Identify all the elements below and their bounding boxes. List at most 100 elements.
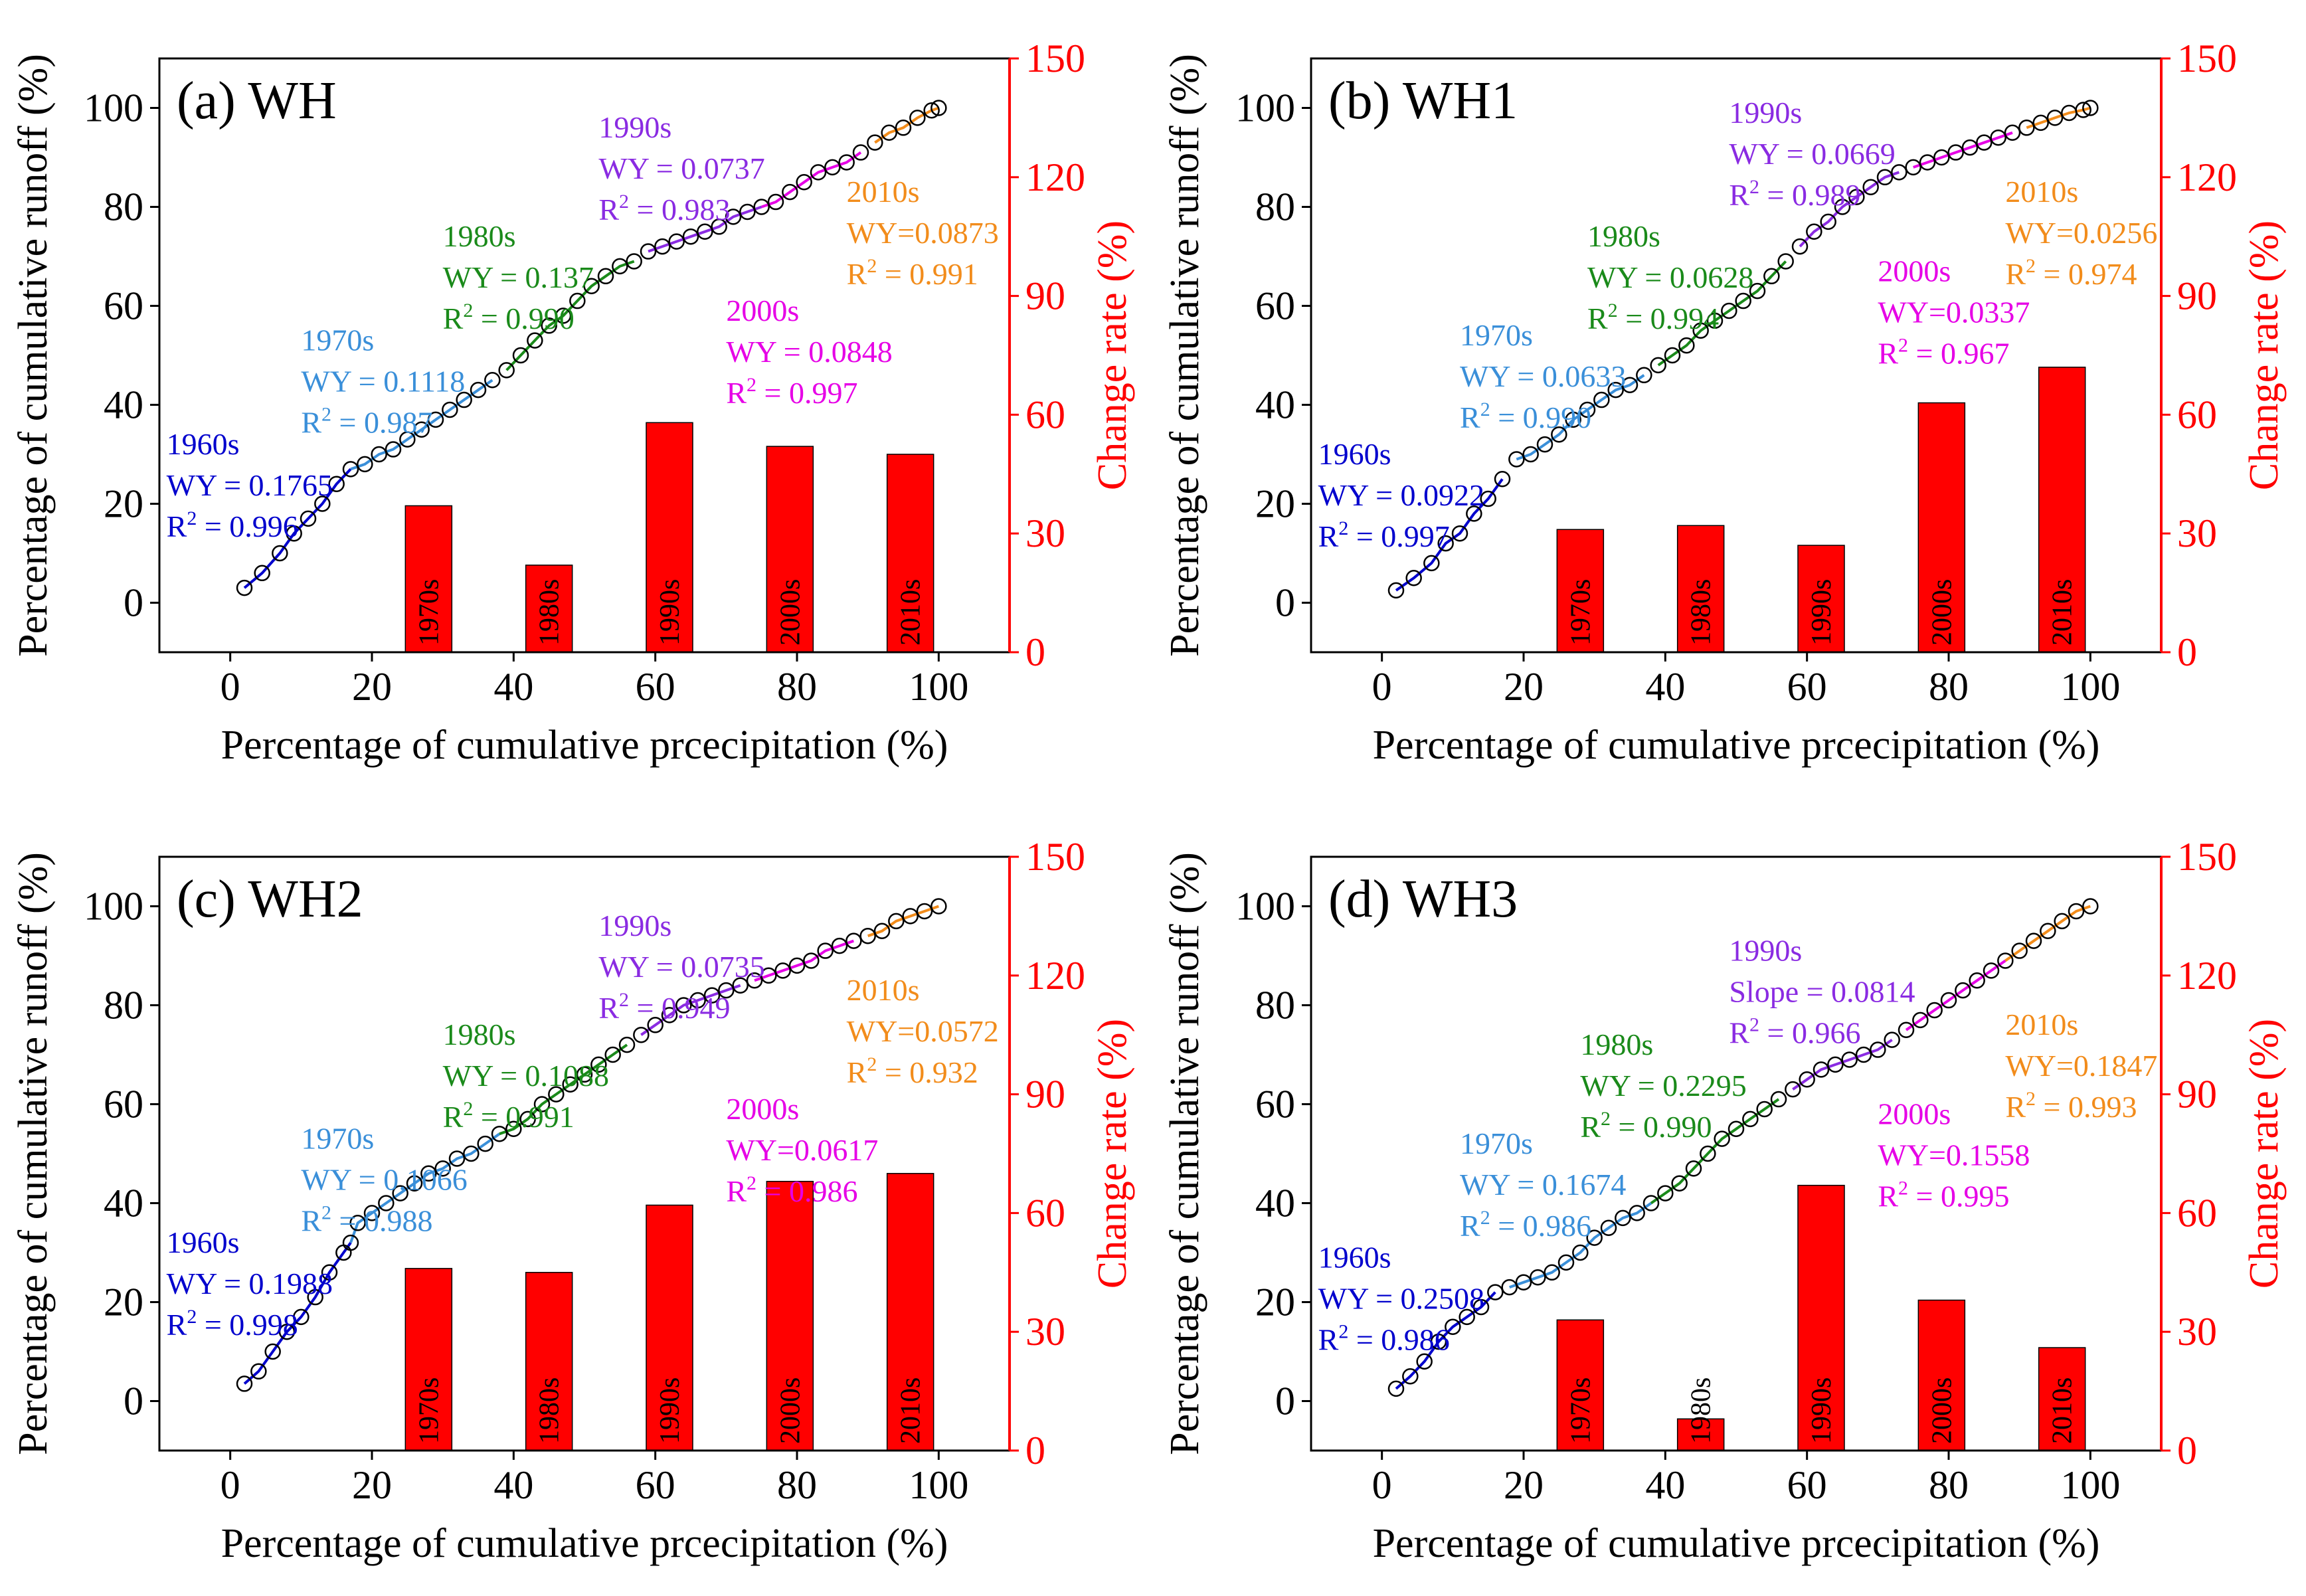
data-point: [293, 1308, 310, 1326]
bar-label-2010s: 2010s: [896, 1377, 927, 1444]
data-point: [1841, 1051, 1858, 1068]
data-point: [1636, 367, 1652, 384]
data-point: [1515, 1274, 1532, 1290]
y-right-axis-label: Change rate (%): [1090, 1019, 1135, 1288]
panel-title: (b) WH1: [1328, 72, 1518, 130]
data-point: [1926, 1002, 1943, 1019]
bar-2000s: [766, 446, 814, 653]
data-point: [512, 347, 529, 364]
bar-1970s: [404, 505, 453, 653]
annotation-decade: 2010s: [847, 175, 920, 209]
data-point: [1955, 982, 1971, 999]
y-right-tick-label: 150: [2177, 835, 2237, 879]
bar-2010s: [2038, 367, 2086, 653]
bar-label-2010s: 2010s: [896, 579, 927, 646]
y-right-tick-label: 150: [1025, 37, 1085, 80]
y-right-tick-label: 60: [2177, 1191, 2217, 1235]
data-point: [668, 233, 685, 250]
bar-1980s: [525, 1272, 573, 1451]
x-tick-label: 100: [2060, 665, 2120, 709]
fit-line-1970s: [349, 1132, 501, 1243]
annotation-r2: R2 = 0.949: [598, 989, 730, 1025]
y-left-tick-label: 80: [104, 185, 143, 229]
data-point: [1799, 1071, 1815, 1088]
y-right-tick-label: 30: [2177, 511, 2217, 555]
annotation-1960s: 1960s WY = 0.1988 R2 = 0.998: [167, 1225, 333, 1342]
annotation-2010s: 2010s WY=0.1847 R2 = 0.993: [2005, 1008, 2157, 1124]
annotation-decade: 1960s: [167, 427, 240, 461]
data-point: [342, 1234, 359, 1251]
data-point: [2018, 120, 2035, 136]
annotation-r2: R2 = 0.996: [167, 507, 298, 543]
annotation-2010s: 2010s WY=0.0256 R2 = 0.974: [2005, 175, 2157, 291]
data-point: [626, 253, 642, 270]
x-tick-label: 40: [493, 665, 533, 709]
y-left-axis-label: Percentage of cumulative runoff (%): [11, 54, 56, 657]
data-point: [2040, 923, 2056, 939]
annotation-equation: WY=0.0572: [847, 1014, 999, 1048]
annotation-r2: R2 = 0.986: [726, 1172, 857, 1208]
data-point: [1933, 149, 1950, 166]
y-left-tick-label: 40: [1255, 383, 1295, 427]
bar-1970s: [1556, 1319, 1605, 1451]
data-point: [654, 238, 671, 255]
data-point: [307, 1288, 323, 1306]
y-right-tick-label: 30: [2177, 1310, 2217, 1354]
data-point: [753, 199, 770, 215]
y-left-tick-label: 80: [1255, 185, 1295, 229]
bar-label-1980s: 1980s: [535, 1377, 565, 1444]
y-right-tick-label: 60: [1025, 393, 1065, 436]
annotation-r2: R2 = 0.987: [301, 404, 432, 440]
data-point: [867, 134, 883, 151]
annotation-1970s: 1970s WY = 0.1118 R2 = 0.987: [301, 323, 465, 440]
annotation-r2: R2 = 0.974: [2005, 255, 2137, 291]
data-point: [392, 1185, 408, 1201]
y-right-axis-label: Change rate (%): [1090, 221, 1135, 490]
data-point: [1664, 347, 1681, 364]
y-left-tick-label: 20: [1255, 482, 1295, 526]
x-tick-label: 20: [352, 1463, 392, 1507]
bar-1990s: [646, 422, 693, 653]
annotation-r2: R2 = 0.994: [1587, 300, 1719, 335]
data-point: [1405, 570, 1422, 586]
annotation-equation: WY = 0.0633: [1460, 359, 1626, 393]
fit-line-2000s: [761, 151, 862, 209]
annotation-equation: WY = 0.0628: [1587, 260, 1753, 294]
data-point: [647, 1017, 664, 1033]
data-point: [1919, 154, 1936, 171]
fit-line-1990s: [1799, 171, 1900, 248]
data-point: [888, 913, 905, 930]
data-point: [498, 362, 515, 379]
y-left-tick-label: 20: [104, 1281, 143, 1324]
fit-line-1990s: [648, 205, 762, 253]
data-point: [236, 1375, 253, 1392]
annotation-decade: 1980s: [1580, 1027, 1653, 1061]
fit-line-1980s: [499, 1043, 628, 1136]
y-right-tick-label: 90: [2177, 274, 2217, 318]
bar-label-1980s: 1980s: [535, 579, 565, 646]
annotation-equation: WY = 0.2295: [1580, 1069, 1746, 1103]
data-point: [1437, 535, 1454, 552]
data-point: [881, 124, 897, 141]
y-left-tick-label: 100: [1235, 86, 1295, 130]
data-point: [703, 987, 721, 1004]
panel-title: (d) WH3: [1328, 870, 1518, 929]
annotation-decade: 2010s: [2005, 175, 2078, 209]
y-left-tick-label: 40: [104, 1182, 143, 1225]
data-point: [1494, 471, 1511, 488]
data-point: [2004, 124, 2021, 141]
data-point: [314, 495, 331, 512]
y-right-tick-label: 150: [1025, 835, 1085, 879]
data-point: [746, 972, 763, 989]
data-point: [491, 1125, 508, 1142]
annotation-r2: R2 = 0.990: [1460, 399, 1591, 434]
x-tick-label: 100: [909, 1463, 968, 1507]
chart-panel-4: 1970s 1980s 1990s 2000s 2010s 0 20 40 60 80 100 0 20…: [1162, 835, 2287, 1566]
annotation-equation: Slope = 0.0814: [1729, 974, 1915, 1008]
data-point: [1777, 253, 1794, 270]
data-point: [1947, 144, 1964, 161]
data-point: [371, 446, 387, 463]
data-point: [931, 898, 947, 915]
data-point: [349, 1215, 366, 1231]
data-point: [1912, 1012, 1929, 1029]
